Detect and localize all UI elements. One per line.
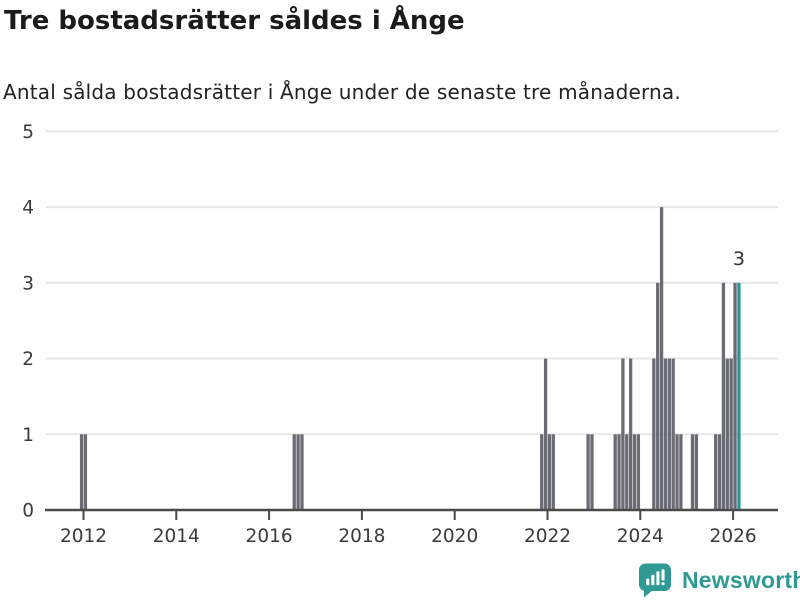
bar-value-label: 3	[733, 248, 745, 270]
x-tick-label: 2018	[338, 526, 385, 547]
bar	[733, 282, 737, 510]
bar	[590, 434, 594, 510]
x-tick-label: 2022	[524, 526, 571, 547]
bar	[296, 434, 300, 510]
bar	[659, 207, 664, 510]
bar	[586, 434, 590, 510]
x-tick-label: 2024	[617, 526, 664, 547]
bar	[621, 358, 625, 510]
bar	[613, 434, 617, 510]
bar	[628, 358, 633, 510]
y-axis: 0 1 2 3 4 5	[22, 122, 34, 522]
bar	[79, 434, 84, 510]
bar	[671, 358, 675, 510]
bar	[656, 282, 660, 510]
bar	[725, 358, 729, 510]
bar	[679, 434, 683, 510]
x-tick-label: 2012	[60, 526, 107, 547]
newsworthy-logo-icon	[639, 563, 671, 598]
bar	[617, 434, 621, 510]
bar	[547, 434, 552, 510]
brand-name: Newsworthy	[682, 566, 800, 593]
bar	[636, 434, 641, 510]
bar	[551, 434, 555, 510]
bar	[543, 358, 548, 510]
bar	[625, 434, 629, 510]
bar	[300, 434, 304, 510]
x-tick-label: 2014	[153, 526, 200, 547]
chart-title: Tre bostadsrätter såldes i Ånge	[4, 6, 465, 36]
x-tick-label: 2016	[246, 526, 293, 547]
x-tick-label: 2020	[431, 526, 478, 547]
bar	[690, 434, 695, 510]
bar	[675, 434, 679, 510]
newsworthy-logo[interactable]: Newsworthy	[637, 561, 800, 599]
bar	[729, 358, 733, 510]
x-axis: 2012 2014 2016 2018 2020 2022 2024 2026	[45, 508, 778, 547]
y-tick-label: 0	[22, 501, 34, 522]
y-tick-label: 5	[22, 122, 34, 143]
bar	[717, 434, 722, 510]
y-tick-label: 4	[22, 198, 34, 219]
highlighted-bar	[737, 282, 741, 510]
bar	[714, 434, 718, 510]
bar	[83, 434, 88, 510]
y-tick-label: 3	[22, 273, 34, 294]
bar	[694, 434, 699, 510]
bar	[292, 434, 296, 510]
bar	[721, 282, 726, 510]
chart-subtitle: Antal sålda bostadsrätter i Ånge under d…	[3, 80, 681, 104]
gridlines	[46, 130, 778, 436]
bar	[663, 358, 668, 510]
y-tick-label: 1	[22, 425, 34, 446]
bar	[667, 358, 671, 510]
bar	[540, 434, 544, 510]
bars	[79, 207, 741, 510]
bar	[652, 358, 656, 510]
y-tick-label: 2	[22, 349, 34, 370]
bar	[632, 434, 637, 510]
x-tick-label: 2026	[710, 526, 757, 547]
